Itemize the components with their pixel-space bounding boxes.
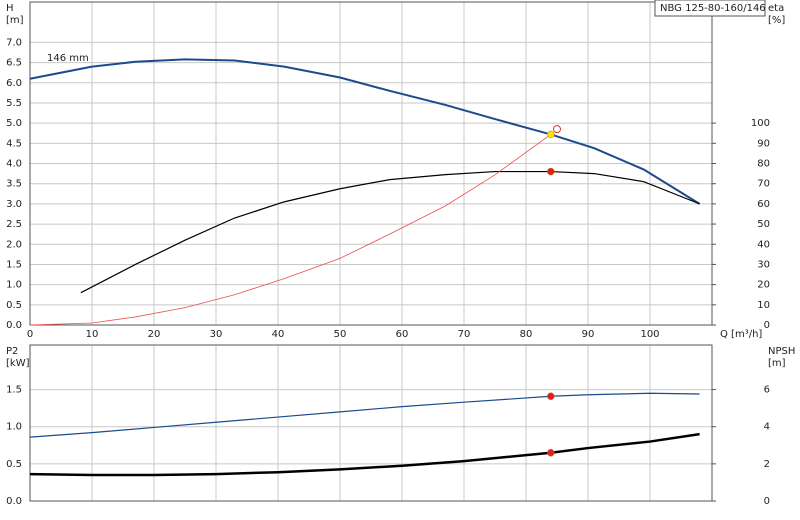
- y-tick-label: 0.0: [6, 496, 22, 507]
- y2-tick-label: 0: [764, 496, 770, 507]
- y-tick-label: 5.0: [6, 118, 22, 129]
- x-tick-label: 100: [640, 329, 659, 340]
- y-tick-label: 1.5: [6, 385, 22, 396]
- y2-tick-label: 70: [757, 179, 770, 190]
- y-tick-label: 4.0: [6, 159, 22, 170]
- y2-tick-label: 90: [757, 138, 770, 149]
- y2-axis-label: eta: [768, 3, 784, 14]
- y-tick-label: 7.0: [6, 37, 22, 48]
- duty-point: [547, 130, 555, 139]
- x-tick-label: 70: [458, 329, 471, 340]
- y-tick-label: 0.0: [6, 320, 22, 331]
- y2-tick-label: 2: [764, 459, 770, 470]
- x-tick-label: 40: [272, 329, 285, 340]
- curve-label: 146 mm: [47, 53, 89, 64]
- y2-axis-label: NPSH: [768, 346, 795, 357]
- duty-point: [547, 392, 555, 401]
- curve: [29, 392, 700, 438]
- curve: [29, 134, 552, 326]
- y-axis-label: [m]: [6, 15, 24, 26]
- x-tick-label: 10: [86, 329, 99, 340]
- x-tick-label: 90: [582, 329, 595, 340]
- x-tick-label: 30: [210, 329, 223, 340]
- duty-point: [547, 167, 555, 176]
- x-axis-label: Q [m³/h]: [720, 329, 762, 340]
- curve: [29, 58, 701, 205]
- curve: [29, 432, 700, 477]
- y2-tick-label: 4: [764, 422, 770, 433]
- y-tick-label: 3.0: [6, 199, 22, 210]
- plot-frame: [29, 1, 713, 326]
- y-tick-label: 4.5: [6, 138, 22, 149]
- y2-axis-label: [%]: [768, 15, 785, 26]
- y2-tick-label: 6: [764, 385, 770, 396]
- y-tick-label: 6.5: [6, 58, 22, 69]
- y-tick-label: 6.0: [6, 78, 22, 89]
- y-tick-label: 1.5: [6, 259, 22, 270]
- y2-tick-label: 50: [757, 219, 770, 230]
- x-tick-label: 0: [27, 329, 33, 340]
- y2-tick-label: 20: [757, 280, 770, 291]
- curve: [80, 170, 700, 294]
- y-tick-label: 3.5: [6, 179, 22, 190]
- x-tick-label: 20: [148, 329, 161, 340]
- y2-tick-label: 100: [751, 118, 770, 129]
- y2-tick-label: 40: [757, 239, 770, 250]
- y-tick-label: 1.0: [6, 280, 22, 291]
- y-tick-label: 2.5: [6, 219, 22, 230]
- y-axis-label: P2: [6, 346, 18, 357]
- y2-tick-label: 0: [764, 320, 770, 331]
- x-tick-label: 50: [334, 329, 347, 340]
- y-tick-label: 5.5: [6, 98, 22, 109]
- chart-title: NBG 125-80-160/146: [660, 3, 766, 14]
- y2-tick-label: 60: [757, 199, 770, 210]
- y2-tick-label: 30: [757, 259, 770, 270]
- x-tick-label: 60: [396, 329, 409, 340]
- duty-point: [547, 448, 555, 457]
- title-box: [654, 0, 766, 17]
- y-axis-label: H: [6, 3, 14, 14]
- y-tick-label: 0.5: [6, 459, 22, 470]
- y-axis-label: [kW]: [6, 358, 30, 369]
- y-tick-label: 0.5: [6, 300, 22, 311]
- duty-point: [553, 125, 561, 134]
- y2-tick-label: 80: [757, 159, 770, 170]
- y-tick-label: 2.0: [6, 239, 22, 250]
- plot-frame: [29, 344, 713, 502]
- y-tick-label: 1.0: [6, 422, 22, 433]
- y2-axis-label: [m]: [768, 358, 786, 369]
- y2-tick-label: 10: [757, 300, 770, 311]
- x-tick-label: 80: [520, 329, 533, 340]
